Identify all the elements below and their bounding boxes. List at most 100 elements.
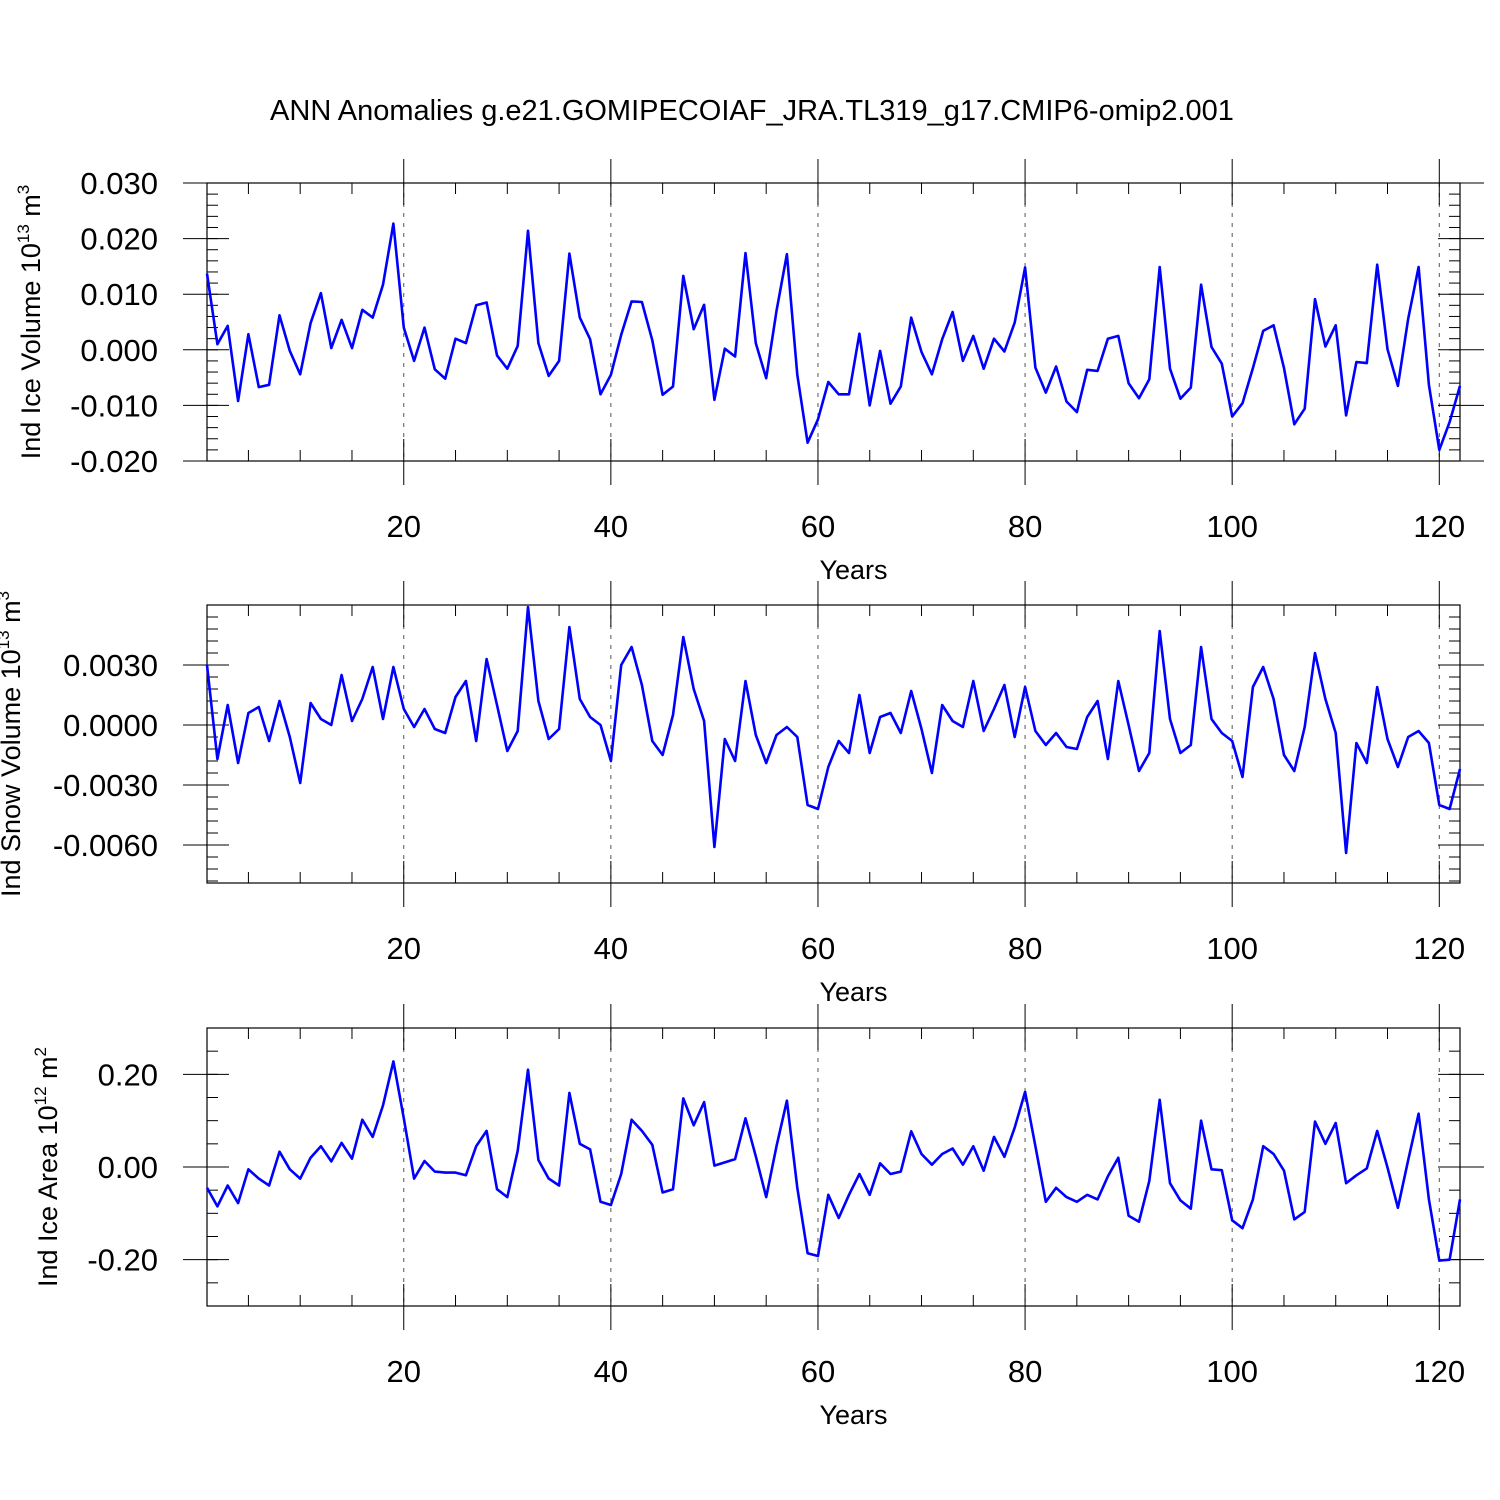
data-point: [278, 700, 281, 702]
data-point: [620, 664, 622, 666]
data-point: [1190, 1208, 1192, 1210]
data-point: [900, 385, 902, 388]
data-point: [910, 317, 912, 319]
data-point: [703, 304, 705, 306]
data-point: [900, 1171, 902, 1173]
data-point: [289, 736, 291, 738]
data-point: [1293, 1218, 1295, 1220]
data-point: [651, 740, 653, 742]
data-point: [724, 1161, 726, 1163]
data-point: [258, 706, 260, 708]
data-point: [651, 339, 653, 341]
data-point: [517, 730, 519, 732]
data-point: [1221, 1169, 1223, 1171]
data-point: [775, 310, 778, 312]
data-point: [1273, 698, 1275, 700]
data-point: [496, 1188, 498, 1190]
data-point: [796, 1187, 798, 1189]
data-point: [299, 782, 301, 784]
data-point: [1335, 324, 1337, 326]
data-point: [1283, 367, 1285, 369]
data-point: [693, 688, 695, 690]
data-point: [1345, 1182, 1347, 1184]
data-point: [962, 360, 964, 362]
y-axis-label-superscript: 3: [14, 185, 33, 194]
data-point: [1117, 1157, 1119, 1159]
data-point: [1086, 369, 1088, 371]
data-point: [910, 1130, 912, 1132]
x-tick-label: 60: [801, 1354, 835, 1389]
data-point: [952, 720, 954, 722]
data-point: [1190, 387, 1192, 389]
data-point: [392, 223, 394, 225]
data-point: [1262, 330, 1264, 332]
data-point: [1045, 744, 1047, 746]
data-point: [1449, 421, 1451, 423]
y-tick-label: 0.010: [80, 277, 158, 312]
data-point: [848, 1194, 850, 1196]
data-point: [434, 1171, 436, 1173]
data-point: [889, 1173, 892, 1175]
data-point: [465, 1174, 467, 1176]
data-point: [993, 338, 995, 340]
data-point: [1055, 365, 1057, 368]
data-point: [807, 804, 809, 806]
data-point: [1210, 718, 1213, 720]
data-point: [1200, 646, 1202, 648]
data-point: [465, 680, 467, 682]
data-point: [1055, 1187, 1057, 1189]
data-point: [817, 1255, 819, 1257]
data-point: [1003, 350, 1006, 353]
data-point: [858, 1173, 861, 1175]
data-point: [589, 1148, 591, 1150]
data-point: [827, 381, 829, 383]
data-point: [1169, 1182, 1171, 1184]
y-axis-label: Ind Ice Volume 1013 m3: [14, 185, 46, 460]
data-point: [1190, 744, 1192, 746]
data-point: [620, 334, 622, 336]
data-point: [838, 1217, 840, 1219]
data-point: [1231, 740, 1233, 742]
data-point: [568, 626, 571, 628]
data-point: [558, 728, 560, 730]
x-tick-label: 100: [1206, 931, 1258, 966]
series-line: [205, 605, 1462, 855]
x-tick-label: 120: [1413, 1354, 1465, 1389]
data-point: [1397, 766, 1399, 768]
data-point: [392, 666, 394, 668]
data-point: [423, 327, 426, 329]
data-point: [1252, 686, 1254, 688]
panel-1: -0.020 -0.010 0.000 0.010 0.020 0.030 20 40 60 80…: [14, 159, 1484, 585]
y-axis-label-superscript: 3: [0, 591, 13, 600]
data-point: [786, 253, 788, 255]
data-point: [900, 732, 902, 734]
data-point: [206, 664, 208, 666]
data-point: [796, 736, 798, 738]
x-tick-label: 120: [1413, 509, 1465, 544]
data-point: [1252, 1198, 1254, 1200]
data-point: [403, 327, 405, 329]
data-point: [361, 698, 363, 700]
data-point: [423, 708, 426, 710]
data-point: [1117, 335, 1119, 337]
data-point: [289, 350, 291, 352]
data-point: [631, 1119, 633, 1121]
data-point: [579, 698, 581, 700]
data-point: [599, 724, 602, 726]
data-point: [1169, 718, 1171, 720]
data-point: [1241, 776, 1244, 778]
data-point: [983, 1170, 985, 1172]
x-tick-label: 20: [387, 509, 421, 544]
plot-frame: [206, 604, 1461, 884]
y-tick-label: -0.20: [87, 1243, 158, 1278]
data-point: [506, 1196, 508, 1198]
x-axis-label: Years: [819, 555, 887, 585]
figure-title: ANN Anomalies g.e21.GOMIPECOIAF_JRA.TL31…: [270, 95, 1234, 127]
data-point: [341, 674, 343, 676]
data-point: [775, 1145, 778, 1147]
data-point: [662, 394, 664, 396]
data-point: [1438, 449, 1440, 451]
data-point: [372, 317, 374, 319]
data-point: [1128, 724, 1130, 726]
